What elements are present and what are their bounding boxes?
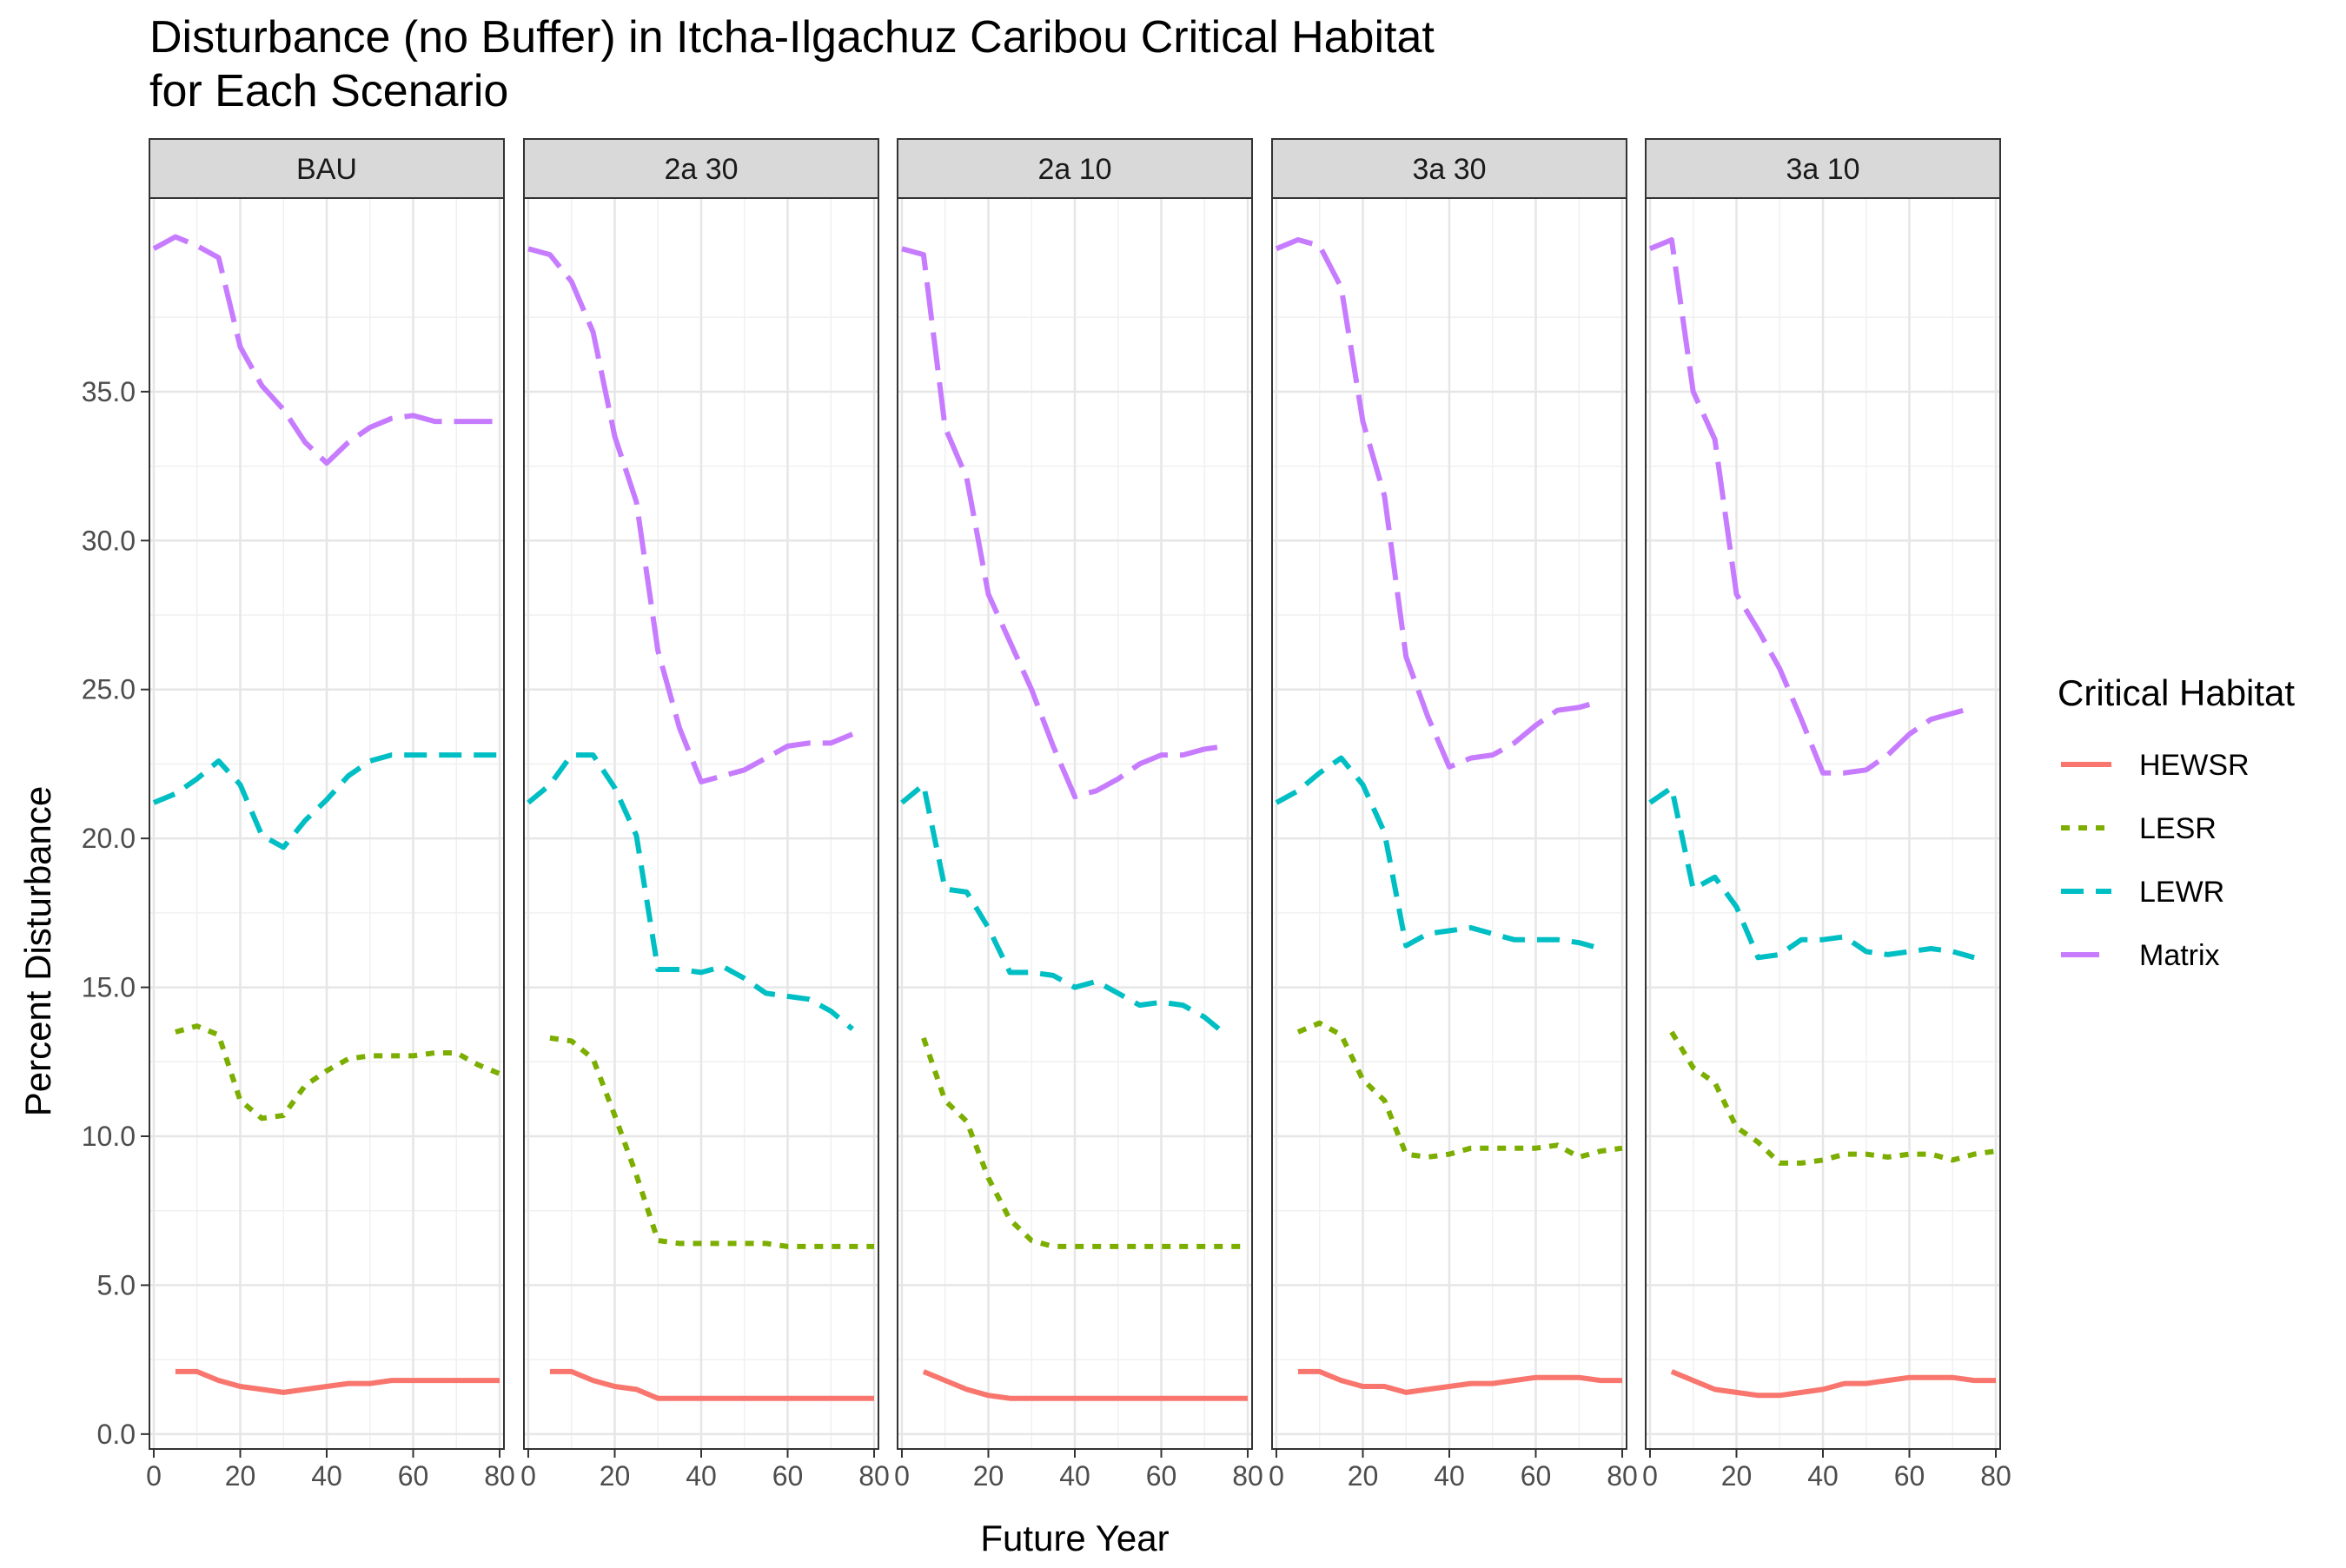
x-axis-title: Future Year [980,1518,1169,1558]
series-line-lewr-2a-30 [527,752,855,1031]
x-tick-label: 40 [311,1460,342,1492]
series-line-lewr-3a-30 [1275,755,1601,951]
facet-label-3a-30: 3a 30 [1412,153,1486,186]
legend-label-lewr: LEWR [2139,876,2224,909]
y-tick-label: 35.0 [82,376,136,407]
legend-entry-hewsr: HEWSR [2061,749,2250,782]
y-tick-label: 10.0 [82,1121,136,1152]
series-line-lesr-bau [175,1023,501,1121]
facet-label-2a-30: 2a 30 [664,153,738,186]
x-tick-label: 60 [398,1460,429,1492]
x-tick-label: 60 [772,1460,804,1492]
y-tick-label: 25.0 [82,674,136,705]
x-tick-label: 40 [1059,1460,1090,1492]
facet-strip-3a-10 [1645,138,2001,199]
x-tick-label: 20 [1348,1460,1379,1492]
x-tick-label: 60 [1521,1460,1552,1492]
series-line-lewr-3a-10 [1648,784,1975,961]
legend-label-matrix: Matrix [2139,939,2220,972]
x-tick-label: 20 [973,1460,1004,1492]
facet-strip-2a-10 [897,138,1253,199]
series-line-matrix-3a-10 [1648,237,1975,776]
facet-panel-3a-30: 3a 30 0 20 40 60 80 [1269,138,1638,1492]
y-tick-label: 5.0 [97,1269,136,1300]
series-line-hewsr-bau [175,1368,500,1395]
series-line-lesr-2a-30 [549,1035,874,1249]
x-tick-label: 0 [1269,1460,1284,1492]
y-tick-label: 0.0 [97,1419,136,1450]
series-line-hewsr-2a-30 [549,1368,874,1401]
chart-title-line-1: Disturbance (no Buffer) in Itcha-Ilgachu… [149,12,1435,63]
legend-label-lesr: LESR [2139,812,2217,845]
facets-layer: BAU 0 20 40 60 80 0.0 5.0 10.0 15.0 20.0 25.0 30.0 35… [82,138,2011,1492]
legend-label-hewsr: HEWSR [2139,749,2250,782]
y-tick-label: 30.0 [82,525,136,556]
facet-label-3a-10: 3a 10 [1786,153,1859,186]
legend-entry-lesr: LESR [2061,812,2217,845]
series-line-matrix-2a-10 [901,246,1227,800]
series-line-lesr-3a-30 [1296,1020,1623,1160]
facet-label-2a-10: 2a 10 [1037,153,1111,186]
series-line-hewsr-2a-10 [922,1369,1248,1401]
facet-strip-2a-30 [523,138,879,199]
x-tick-label: 40 [686,1460,717,1492]
x-tick-label: 20 [1721,1460,1753,1492]
x-tick-label: 20 [225,1460,256,1492]
chart-title-line-2: for Each Scenario [149,66,508,116]
series-line-hewsr-3a-30 [1297,1368,1622,1395]
y-tick-label: 15.0 [82,972,136,1003]
facet-panel-2a-10: 2a 10 0 20 40 60 80 [894,138,1263,1492]
x-tick-label: 80 [858,1460,890,1492]
facet-panel-3a-10: 3a 10 0 20 40 60 80 [1642,138,2011,1492]
legend: Critical Habitat HEWSR LESR LEWR Matrix [2058,672,2295,972]
x-tick-label: 80 [1980,1460,2011,1492]
facet-strip-bau [149,138,505,199]
facet-panel-bau: BAU 0 20 40 60 80 0.0 5.0 10.0 15.0 20.0 25.0 30.0 35… [82,138,515,1492]
series-line-matrix-bau [152,234,500,466]
facet-label-bau: BAU [296,153,357,186]
x-tick-label: 40 [1807,1460,1839,1492]
x-tick-label: 80 [1232,1460,1263,1492]
legend-entry-matrix: Matrix [2061,939,2220,972]
x-tick-label: 0 [520,1460,536,1492]
series-line-lesr-3a-10 [1669,1030,1997,1166]
series-line-matrix-3a-30 [1275,237,1601,770]
series-line-lewr-bau [152,752,500,850]
series-line-matrix-2a-30 [527,246,854,784]
x-tick-label: 0 [1642,1460,1658,1492]
facet-panel-2a-30: 2a 30 0 20 40 60 80 [520,138,890,1492]
series-line-hewsr-3a-10 [1670,1369,1996,1399]
x-tick-label: 60 [1146,1460,1177,1492]
x-tick-label: 0 [894,1460,910,1492]
x-tick-label: 80 [484,1460,515,1492]
legend-entry-lewr: LEWR [2061,876,2224,909]
y-axis-title: Percent Disturbance [17,786,58,1117]
x-tick-label: 0 [146,1460,162,1492]
series-line-lesr-2a-10 [921,1036,1248,1249]
x-tick-label: 80 [1607,1460,1638,1492]
y-tick-label: 20.0 [82,823,136,854]
series-line-lewr-2a-10 [900,782,1229,1037]
x-tick-label: 40 [1434,1460,1465,1492]
legend-title: Critical Habitat [2058,672,2295,713]
x-tick-label: 60 [1894,1460,1925,1492]
x-tick-label: 20 [600,1460,631,1492]
